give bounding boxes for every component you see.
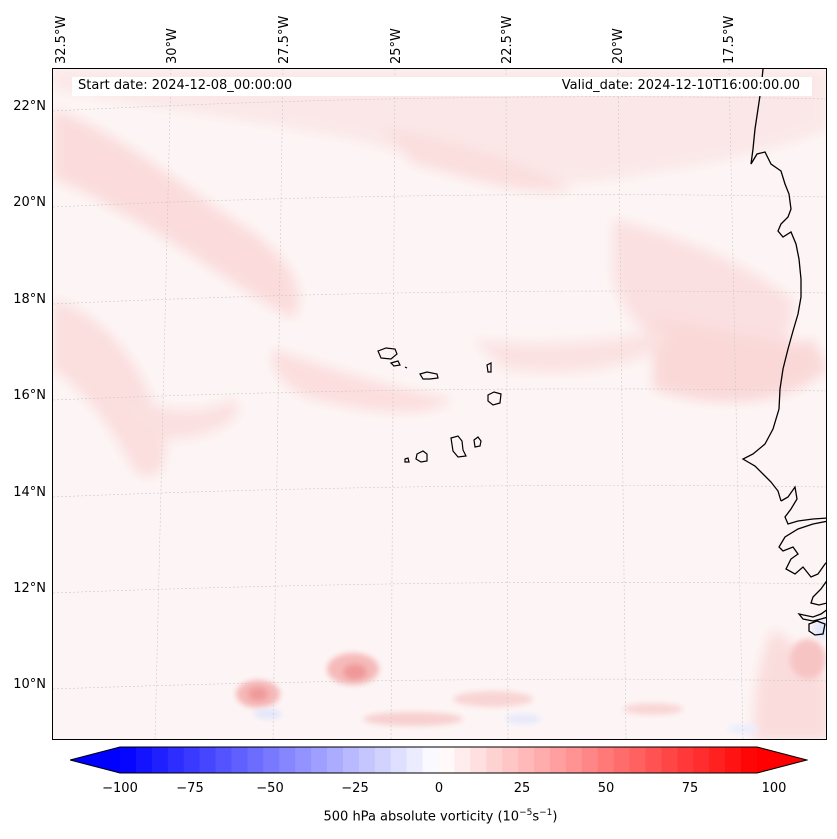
date-strip [72, 77, 812, 96]
island-boa-vista [487, 391, 502, 406]
colorbar-tick: −100 [102, 781, 138, 796]
lat-label-14n: 14°N [13, 485, 46, 500]
colorbar-low-extension [70, 747, 120, 773]
island-santiago [450, 435, 467, 458]
colorbar-cell [709, 747, 726, 773]
island-santa-luzia [404, 366, 408, 369]
colorbar-cell [470, 747, 487, 773]
island-sao-nicolau [419, 371, 439, 380]
colorbar-cell [645, 747, 662, 773]
lat-label-12n: 12°N [13, 581, 46, 596]
colorbar-cell [502, 747, 519, 773]
colorbar-cell [581, 747, 599, 773]
coast-bijagos [797, 609, 826, 622]
island-maio [473, 436, 482, 448]
colorbar-cell [741, 747, 758, 773]
colorbar [70, 746, 808, 774]
colorbar-cell [199, 747, 217, 773]
colorbar-tick: 75 [681, 781, 699, 796]
colorbar-tick: −25 [341, 781, 369, 796]
colorbar-cell [549, 747, 567, 773]
colorbar-cell [247, 747, 264, 773]
colorbar-cell [295, 747, 312, 773]
colorbar-cell [151, 747, 169, 773]
colorbar-cell [215, 747, 232, 773]
colorbar-cell [725, 747, 742, 773]
coast-gambia [780, 485, 826, 525]
colorbar-cell [454, 747, 471, 773]
colorbar-cell [597, 747, 615, 773]
colorbar-cell [565, 747, 583, 773]
colorbar-cell [231, 747, 248, 773]
coast-mauritania-senegal [741, 69, 802, 502]
island-santo-antao [377, 347, 398, 360]
graticule [53, 69, 826, 739]
colorbar-cell [629, 747, 647, 773]
lon-label-27-5w: 27.5°W [277, 15, 292, 64]
colorbar-cell [374, 747, 392, 773]
island-bijagos-1 [808, 620, 826, 636]
colorbar-cell [534, 747, 551, 773]
valid-date-label: Valid_date: 2024-12-10T16:00:00.00 [561, 78, 800, 93]
african-coastline [741, 69, 826, 636]
coast-guinea-bissau [778, 520, 826, 578]
lat-label-20n: 20°N [13, 195, 46, 210]
colorbar-cell [358, 747, 376, 773]
island-fogo [415, 450, 428, 463]
colorbar-tick: 100 [761, 781, 787, 796]
lat-label-16n: 16°N [13, 388, 46, 403]
colorbar-cell [406, 747, 424, 773]
colorbar-high-extension [757, 747, 807, 773]
colorbar-cell [342, 747, 360, 773]
lon-label-20w: 20°W [611, 28, 626, 64]
colorbar-tick: 0 [434, 781, 444, 796]
colorbar-cell [311, 747, 328, 773]
coast-guinea [810, 580, 826, 606]
colorbar-label: 500 hPa absolute vorticity (10−5s−1) [323, 808, 558, 825]
colorbar-cell [390, 747, 408, 773]
vorticity-maxima [236, 639, 826, 726]
lon-label-30w: 30°W [165, 28, 180, 64]
map-panel[interactable] [52, 68, 827, 740]
colorbar-cell [486, 747, 503, 773]
start-date-label: Start date: 2024-12-08_00:00:00 [78, 78, 293, 93]
colorbar-cell [183, 747, 201, 773]
colorbar-outline [70, 746, 808, 774]
island-sao-vicente [389, 360, 401, 367]
colorbar-cell [327, 747, 344, 773]
colorbar-cell [263, 747, 280, 773]
colorbar-cell [693, 747, 710, 773]
colorbar-tick: −75 [176, 781, 204, 796]
colorbar-tick: −50 [256, 781, 284, 796]
cape-verde-islands [377, 347, 502, 463]
lon-label-22-5w: 22.5°W [500, 15, 515, 64]
colorbar-cell [422, 747, 439, 773]
colorbar-tick: 50 [597, 781, 615, 796]
lat-label-22n: 22°N [13, 99, 46, 114]
colorbar-cell [518, 747, 535, 773]
colorbar-cell [167, 747, 185, 773]
colorbar-cell [677, 747, 694, 773]
colorbar-cell [120, 747, 137, 773]
colorbar-cell [135, 747, 153, 773]
colorbar-cell [279, 747, 296, 773]
colorbar-tick: 25 [513, 781, 531, 796]
lon-label-32-5w: 32.5°W [54, 15, 69, 64]
lon-label-17-5w: 17.5°W [722, 15, 737, 64]
lat-label-10n: 10°N [13, 677, 46, 692]
colorbar-cell [613, 747, 631, 773]
lon-label-25w: 25°W [389, 28, 404, 64]
vorticity-field [53, 69, 826, 739]
lat-label-18n: 18°N [13, 292, 46, 307]
colorbar-cell [438, 747, 455, 773]
vorticity-map [53, 69, 826, 739]
island-brava [404, 457, 410, 463]
island-sal [486, 362, 492, 373]
colorbar-cell [661, 747, 678, 773]
